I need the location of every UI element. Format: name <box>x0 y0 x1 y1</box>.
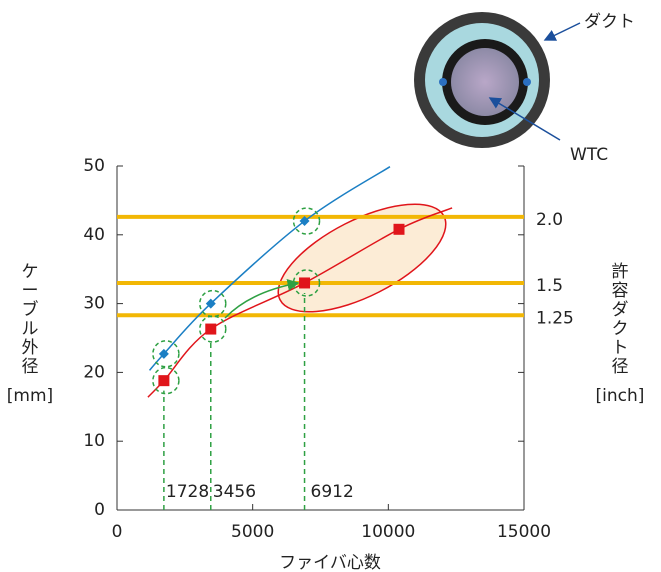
x-axis-label: ファイバ心数 <box>279 553 381 572</box>
y-axis-unit: [mm] <box>7 386 53 406</box>
duct-label: ダクト <box>584 12 635 32</box>
y-tick-label: 40 <box>83 225 105 245</box>
data-point <box>299 277 310 288</box>
x-tick-label: 15000 <box>497 522 551 542</box>
data-point <box>158 375 169 386</box>
y-tick-label: 10 <box>83 431 105 451</box>
plot: 0 10 20 30 40 50 0 5000 10000 15000 2.0 1.5 1.25 1728… <box>83 156 574 542</box>
marker-label: 1728 <box>166 482 209 502</box>
x-tick-label: 10000 <box>361 522 415 542</box>
y-tick-label: 20 <box>83 362 105 382</box>
y2-axis-unit: [inch] <box>596 386 645 406</box>
duct-label: 1.5 <box>536 276 563 296</box>
marker-label: 3456 <box>213 482 256 502</box>
x-tick-label: 5000 <box>231 522 274 542</box>
y2-axis-label: 許容ダクト径 <box>612 262 629 377</box>
wtc-label: WTC <box>570 145 608 165</box>
y-tick-label: 50 <box>83 156 105 176</box>
duct-label: 1.25 <box>536 308 574 328</box>
y-tick-label: 0 <box>94 500 105 520</box>
data-point <box>393 224 404 235</box>
x-tick-label: 0 <box>112 522 123 542</box>
y-axis-label: ケーブル外径 <box>22 262 39 377</box>
marker-label: 6912 <box>311 482 354 502</box>
data-point <box>205 324 216 335</box>
duct-label: 2.0 <box>536 210 563 230</box>
highlight-ellipse <box>263 182 461 333</box>
duct-illustration: ダクト WTC <box>414 12 635 165</box>
chart: ダクト WTC 0 10 20 30 40 50 0 5000 10000 15000 2.0 1.5… <box>0 0 661 572</box>
y-tick-label: 30 <box>83 294 105 314</box>
